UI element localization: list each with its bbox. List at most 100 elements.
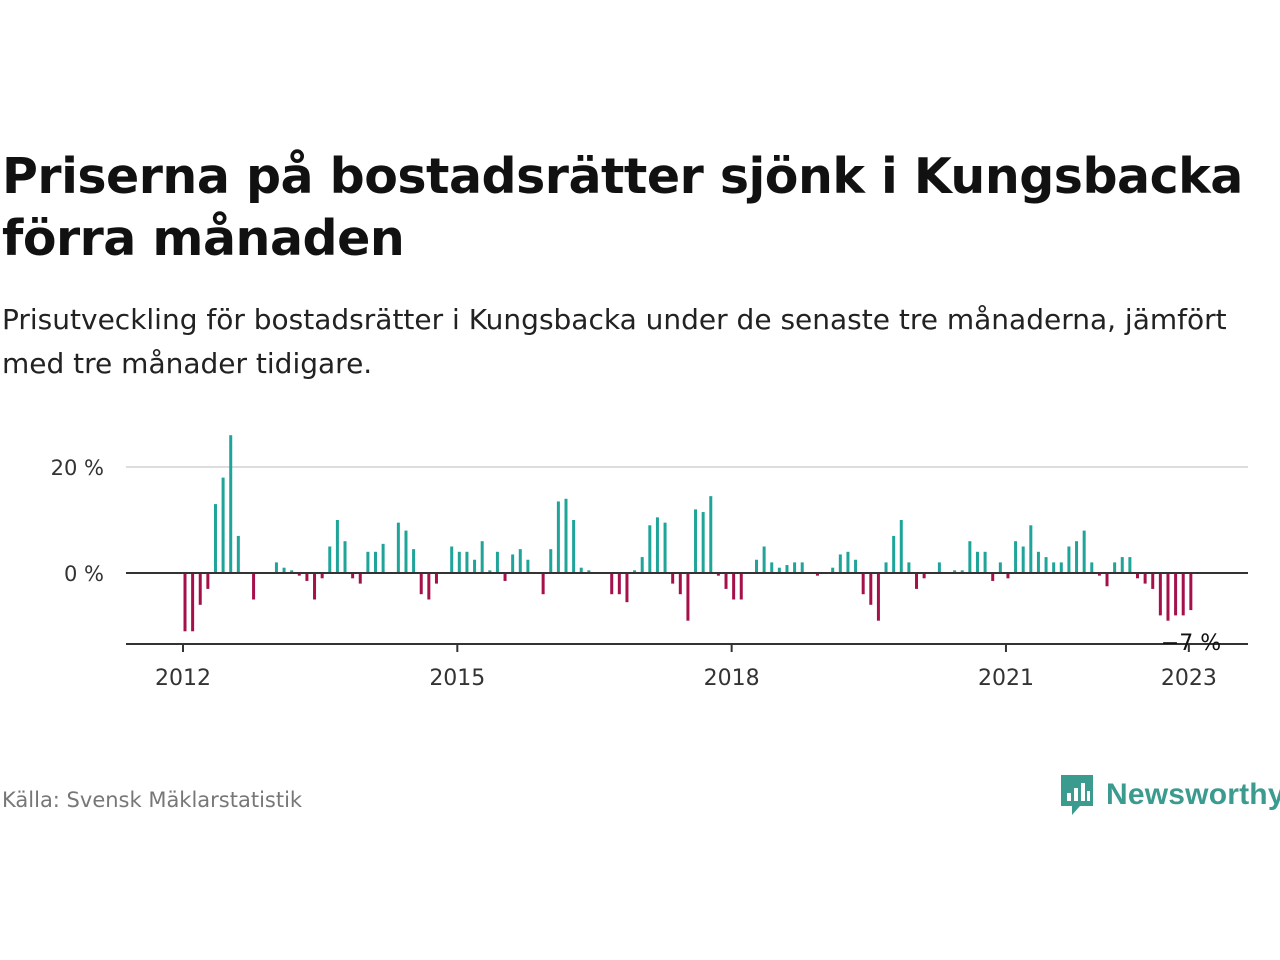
bar — [1136, 573, 1139, 579]
bar — [762, 546, 766, 573]
y-tick-label: 20 % — [51, 456, 104, 480]
bar — [983, 551, 987, 573]
bar — [511, 554, 515, 573]
bar — [1006, 573, 1010, 579]
bar — [473, 559, 477, 573]
bar — [655, 517, 659, 573]
bar — [793, 562, 797, 573]
bar — [1128, 557, 1132, 573]
bar — [290, 570, 294, 573]
bar — [610, 573, 614, 595]
y-tick-label: 0 % — [64, 562, 104, 586]
bar — [998, 562, 1002, 573]
bar — [404, 530, 408, 573]
bar — [678, 573, 682, 595]
bar — [1097, 573, 1101, 576]
bar — [572, 520, 576, 573]
bar — [884, 562, 888, 573]
bar — [351, 573, 355, 579]
bar — [183, 573, 187, 632]
bar — [419, 573, 423, 595]
bar — [770, 562, 774, 573]
x-tick-label: 2023 — [1161, 666, 1217, 691]
bar — [1120, 557, 1124, 573]
bar — [343, 541, 347, 573]
bar — [450, 546, 454, 573]
bar — [1174, 573, 1178, 616]
bar — [374, 551, 377, 573]
bar — [518, 549, 522, 573]
bar — [1075, 541, 1079, 573]
bar — [861, 573, 865, 595]
bar — [564, 498, 568, 573]
bar — [396, 522, 400, 573]
bar — [434, 573, 438, 584]
bar — [1067, 546, 1071, 573]
newsworthy-logo-icon — [1061, 775, 1093, 815]
bar — [457, 551, 461, 573]
source-note: Källa: Svensk Mäklarstatistik — [2, 788, 303, 812]
last-value-label: −7 % — [1161, 631, 1221, 656]
bar — [701, 512, 705, 573]
x-tick-label: 2018 — [704, 666, 760, 691]
brand-logo[interactable]: Newsworthy — [1058, 772, 1280, 818]
bar — [831, 567, 835, 573]
bar — [732, 573, 736, 600]
bar — [975, 551, 979, 573]
bar — [716, 573, 720, 576]
chart-container: 20 % 0 % 2012 2015 2018 2021 2023 −7 % — [0, 420, 1280, 710]
bar — [800, 562, 804, 573]
bar — [206, 573, 210, 589]
bar — [1105, 573, 1109, 587]
bar — [617, 573, 621, 595]
bar — [465, 551, 469, 573]
page-subtitle: Prisutveckling för bostadsrätter i Kungs… — [2, 303, 1227, 380]
bar — [526, 559, 530, 573]
bar — [541, 573, 545, 595]
bar — [1052, 562, 1056, 573]
bar — [198, 573, 202, 605]
bar — [815, 573, 819, 576]
bar — [663, 522, 667, 573]
bar — [694, 509, 698, 573]
bar — [1143, 573, 1147, 584]
page-title: Priserna på bostadsrätter sjönk i Kungsb… — [2, 148, 1243, 267]
bar — [320, 573, 324, 579]
bar — [937, 562, 941, 573]
bar — [755, 559, 758, 573]
bar — [915, 573, 919, 589]
bar — [960, 570, 964, 573]
bar — [274, 562, 278, 573]
bar — [739, 573, 743, 600]
bar — [876, 573, 880, 621]
bar — [907, 562, 911, 573]
bar — [213, 504, 217, 573]
bar — [1082, 530, 1086, 573]
bar — [191, 573, 195, 632]
bar — [1090, 562, 1094, 573]
x-tick-label: 2021 — [978, 666, 1034, 691]
bar — [313, 573, 317, 600]
bar — [640, 557, 644, 573]
bar — [381, 543, 385, 573]
bar — [686, 573, 690, 621]
bar — [869, 573, 873, 605]
bar — [556, 501, 560, 573]
bar — [953, 570, 957, 573]
bar — [488, 570, 492, 573]
bar — [282, 567, 286, 573]
bar — [724, 573, 728, 589]
bar — [1166, 573, 1170, 621]
bar — [968, 541, 972, 573]
bar — [1158, 573, 1162, 616]
bar — [648, 525, 652, 573]
bar — [412, 549, 416, 573]
bar — [236, 535, 240, 573]
bar — [480, 541, 484, 573]
x-tick-label: 2015 — [429, 666, 485, 691]
bar — [1189, 573, 1193, 611]
bar — [785, 565, 789, 573]
bar — [633, 570, 637, 573]
bar — [495, 551, 499, 573]
bar — [503, 573, 507, 581]
